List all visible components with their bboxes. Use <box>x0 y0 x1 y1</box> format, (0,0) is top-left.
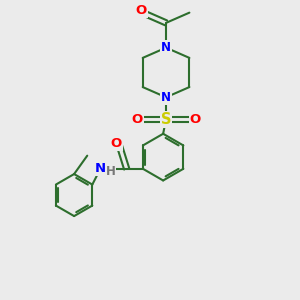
Text: O: O <box>190 113 201 126</box>
Text: O: O <box>136 4 147 17</box>
Text: S: S <box>161 112 171 127</box>
Text: N: N <box>95 162 106 175</box>
Text: H: H <box>106 165 116 178</box>
Text: N: N <box>161 41 171 54</box>
Text: O: O <box>131 113 142 126</box>
Text: O: O <box>111 136 122 150</box>
Text: N: N <box>161 91 171 104</box>
